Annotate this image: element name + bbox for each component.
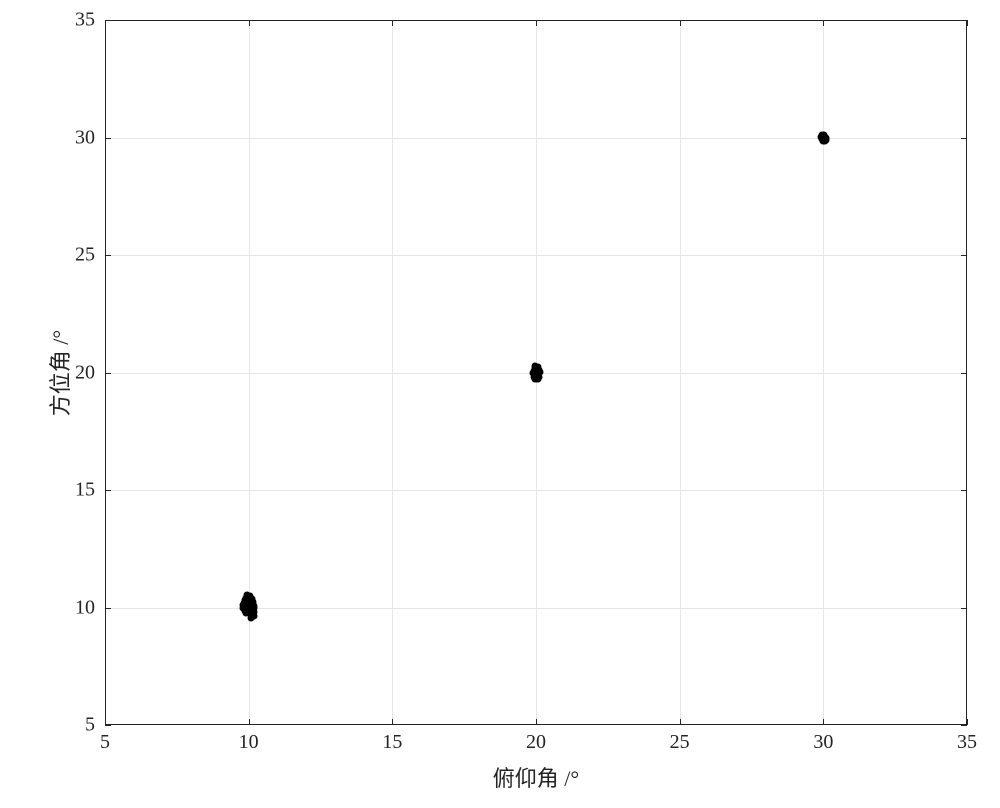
y-tick-label: 30 <box>75 126 95 149</box>
x-tick <box>967 20 968 26</box>
x-tick <box>249 20 250 26</box>
y-tick <box>961 608 967 609</box>
y-tick <box>105 138 111 139</box>
y-tick <box>961 138 967 139</box>
x-tick <box>823 20 824 26</box>
x-tick <box>536 719 537 725</box>
y-tick <box>105 608 111 609</box>
data-point <box>535 376 542 383</box>
y-tick <box>961 373 967 374</box>
x-tick <box>967 719 968 725</box>
plot-area: 51015202530355101520253035 <box>105 20 967 725</box>
y-tick-label: 20 <box>75 361 95 384</box>
y-tick-label: 10 <box>75 596 95 619</box>
x-tick <box>392 20 393 26</box>
y-tick <box>105 373 111 374</box>
x-tick-label: 15 <box>382 731 402 754</box>
y-tick-label: 25 <box>75 244 95 267</box>
x-tick <box>680 20 681 26</box>
x-tick-label: 5 <box>100 731 110 754</box>
y-tick <box>961 255 967 256</box>
x-tick-label: 35 <box>957 731 977 754</box>
y-tick <box>961 20 967 21</box>
y-tick-label: 15 <box>75 479 95 502</box>
y-tick <box>105 255 111 256</box>
data-point <box>822 138 829 145</box>
x-tick-label: 25 <box>670 731 690 754</box>
y-tick <box>105 490 111 491</box>
y-tick-label: 5 <box>85 714 95 737</box>
grid-line-horizontal <box>105 255 967 256</box>
x-tick-label: 10 <box>239 731 259 754</box>
x-tick-label: 30 <box>813 731 833 754</box>
scatter-chart: 51015202530355101520253035 俯仰角 /° 方位角 /° <box>0 0 1000 808</box>
y-tick <box>105 20 111 21</box>
x-tick <box>680 719 681 725</box>
y-tick <box>961 490 967 491</box>
y-tick <box>105 725 111 726</box>
y-tick <box>961 725 967 726</box>
grid-line-horizontal <box>105 608 967 609</box>
x-tick <box>249 719 250 725</box>
y-axis-label: 方位角 /° <box>43 329 75 415</box>
grid-line-horizontal <box>105 490 967 491</box>
grid-line-horizontal <box>105 138 967 139</box>
x-tick-label: 20 <box>526 731 546 754</box>
data-point <box>247 615 254 622</box>
x-tick <box>392 719 393 725</box>
x-tick <box>536 20 537 26</box>
x-tick <box>823 719 824 725</box>
y-tick-label: 35 <box>75 9 95 32</box>
x-axis-label: 俯仰角 /° <box>493 761 579 793</box>
